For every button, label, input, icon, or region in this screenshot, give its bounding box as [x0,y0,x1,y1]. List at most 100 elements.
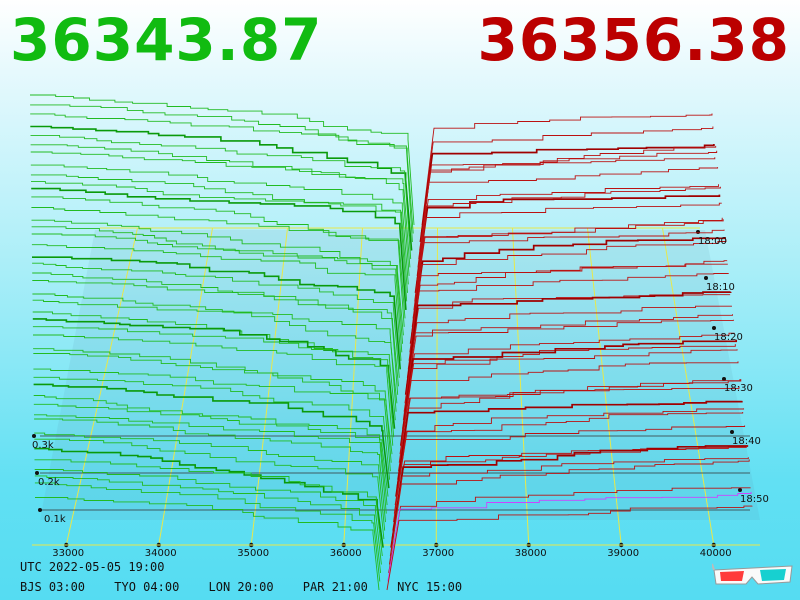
ask-depth-line [413,202,722,310]
ask-depth-line [406,273,729,378]
ask-depth-line [390,445,749,548]
chart-series [30,94,753,591]
bid-depth-line [33,368,391,472]
ask-depth-line [414,194,721,294]
ask-depth-line [389,457,749,557]
grid-line-x [512,227,530,546]
chart-shadow-plane [40,230,760,520]
ask-depth-line [387,491,752,582]
depth-tick-label: 0.1k [44,514,66,525]
ask-depth-line [402,319,734,421]
ask-depth-line [408,260,728,361]
time-tick-dot [712,326,716,330]
x-tick-label: 40000 [700,548,732,559]
timezone-tyo: TYO 04:00 [114,580,180,594]
bid-depth-line [31,181,408,302]
time-tick-label: 18:10 [706,282,735,293]
time-tick-dot [696,230,700,234]
bid-depth-line [30,134,412,260]
bid-depth-line [31,219,404,336]
ask-depth-line [404,291,732,395]
ask-depth-line [410,229,725,336]
bid-depth-line [32,311,396,421]
time-tick-dot [704,276,708,280]
ask-depth-line [417,150,718,268]
bid-depth-line [33,348,393,455]
bid-depth-line [33,403,388,506]
time-tick-label: 18:00 [698,236,727,247]
ask-depth-line [409,237,726,344]
ask-depth-line [419,157,716,251]
ask-depth-line [411,219,724,327]
ask-depth-line [416,167,719,276]
bid-depth-line [34,475,382,574]
bid-depth-line [33,376,391,480]
bid-depth-line [31,226,404,344]
chart-labels: 33000 34000 35000 36000 37000 38000 39000 40000… [32,236,769,559]
ask-depth-line [418,145,717,260]
bid-depth-line [33,353,392,463]
timezone-nyc: NYC 15:00 [397,580,463,594]
ask-depth-line [407,263,728,370]
bid-depth-line [31,196,406,319]
bid-depth-line [33,334,394,446]
bid-depth-line [32,280,399,395]
ask-depth-line [399,339,738,446]
utc-time: UTC 2022-05-05 19:00 [20,560,165,574]
bid-depth-line [34,482,381,582]
x-tick-label: 37000 [422,548,454,559]
bid-depth-line [34,469,382,565]
ask-depth-line [420,126,714,234]
bid-depth-line [30,104,414,234]
bid-depth-line [32,299,397,412]
bid-depth-line [31,233,403,353]
time-tick-dot [738,488,742,492]
ask-depth-line [394,412,744,506]
x-tick-label: 39000 [607,548,639,559]
x-tick-label: 38000 [515,548,547,559]
bid-depth-line [32,272,399,387]
ask-depth-line [386,505,753,591]
bid-depth-line [34,414,387,514]
bid-price: 36343.87 [10,6,323,74]
timezone-par: PAR 21:00 [302,580,368,594]
time-tick-label: 18:20 [714,332,743,343]
bid-depth-line [31,207,405,327]
bid-depth-line [32,318,396,429]
bid-depth-line [31,244,402,361]
bid-depth-line [30,174,408,293]
time-tick-dot [722,377,726,381]
bid-depth-line [34,432,386,531]
grid-line-x [662,227,715,546]
ask-depth-line [392,445,746,531]
bid-depth-line [31,187,407,310]
time-tick-label: 18:50 [740,494,769,505]
ask-depth-line [409,239,727,353]
ask-depth-line [406,294,731,387]
bid-depth-line [30,94,415,226]
depth-tick-label: 0.3k [32,440,54,451]
ask-depth-line [391,446,747,540]
ask-depth-line [404,305,732,404]
bid-depth-line [35,497,380,591]
ask-depth-line [399,349,738,455]
ask-depth-line [395,400,743,497]
3d-glasses-icon[interactable] [712,562,794,590]
bid-depth-line [33,383,390,489]
ask-depth-line [421,113,713,226]
ask-depth-line [419,144,715,243]
bid-depth-line [32,293,398,404]
bid-depth-line [32,326,395,438]
depth-tick-dot [38,508,42,512]
bid-depth-line [30,125,413,251]
x-tick-label: 36000 [330,548,362,559]
ask-depth-line [414,186,721,302]
ask-depth-line [415,184,719,285]
bid-depth-line [34,459,383,557]
ask-depth-line [393,408,745,514]
grid-line-x [435,227,438,546]
ask-depth-line [403,314,733,412]
bid-depth-line [30,164,409,285]
timezone-list: BJS 03:00 TYO 04:00 LON 20:00 PAR 21:00 … [20,580,484,594]
